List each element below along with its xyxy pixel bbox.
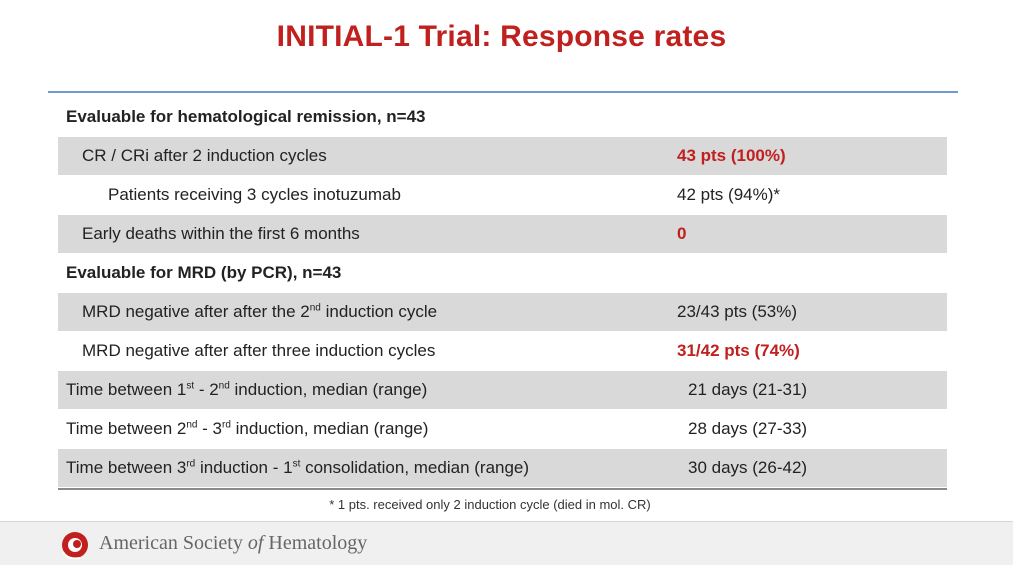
table-row: MRD negative after after the 2nd inducti… xyxy=(58,293,947,331)
section-heading-hematological: Evaluable for hematological remission, n… xyxy=(66,107,426,126)
footer-bar: American Society of Hematology xyxy=(0,521,1013,565)
table-row: Patients receiving 3 cycles inotuzumab 4… xyxy=(58,176,947,214)
row-label: Time between 2nd - 3rd induction, median… xyxy=(66,419,429,438)
row-value: 30 days (26-42) xyxy=(688,458,808,477)
response-rates-table: Evaluable for hematological remission, n… xyxy=(58,98,947,488)
ash-logo-icon xyxy=(62,532,88,560)
table-bottom-divider xyxy=(58,488,947,490)
table-row: Evaluable for MRD (by PCR), n=43 xyxy=(58,254,947,292)
section-heading-mrd: Evaluable for MRD (by PCR), n=43 xyxy=(66,263,342,282)
row-value: 23/43 pts (53%) xyxy=(677,302,798,321)
row-label: Early deaths within the first 6 months xyxy=(82,224,360,243)
table-row: Time between 1st - 2nd induction, median… xyxy=(58,371,947,409)
table-row: CR / CRi after 2 induction cycles 43 pts… xyxy=(58,137,947,175)
slide-title: INITIAL-1 Trial: Response rates xyxy=(276,20,727,53)
row-label: Patients receiving 3 cycles inotuzumab xyxy=(108,185,401,204)
row-value: 0 xyxy=(677,224,687,243)
row-label: CR / CRi after 2 induction cycles xyxy=(82,146,327,165)
row-label: MRD negative after after three induction… xyxy=(82,341,436,360)
row-value: 31/42 pts (74%) xyxy=(677,341,800,360)
row-label: Time between 1st - 2nd induction, median… xyxy=(66,380,428,399)
row-value: 28 days (27-33) xyxy=(688,419,808,438)
table-row: Time between 3rd induction - 1st consoli… xyxy=(58,449,947,487)
row-label: Time between 3rd induction - 1st consoli… xyxy=(66,458,530,477)
row-label: MRD negative after after the 2nd inducti… xyxy=(82,302,438,321)
row-value: 43 pts (100%) xyxy=(677,146,786,165)
table-row: Time between 2nd - 3rd induction, median… xyxy=(58,410,947,448)
table-row: Evaluable for hematological remission, n… xyxy=(58,98,947,136)
title-divider xyxy=(48,91,958,93)
row-value: 21 days (21-31) xyxy=(688,380,808,399)
table-row: Early deaths within the first 6 months 0 xyxy=(58,215,947,253)
table-row: MRD negative after after three induction… xyxy=(58,332,947,370)
footnote: * 1 pts. received only 2 induction cycle… xyxy=(329,497,651,512)
org-name: American Society of Hematology xyxy=(99,532,368,554)
row-value: 42 pts (94%)* xyxy=(677,185,780,204)
